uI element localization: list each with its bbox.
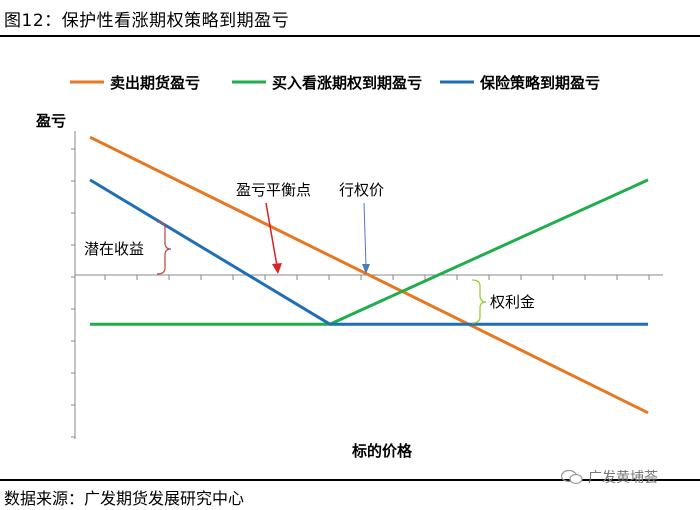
series-layer <box>89 135 649 415</box>
breakeven-arrow-shaft <box>265 202 278 267</box>
legend-label-long-call: 买入看涨期权到期盈亏 <box>272 74 422 92</box>
series-line-protective-call <box>89 178 648 326</box>
breakeven-label: 盈亏平衡点 <box>236 181 311 199</box>
watermark: 广发黄埔荟 <box>560 467 658 487</box>
breakeven-arrow-head <box>272 263 282 274</box>
legend: 卖出期货盈亏 买入看涨期权到期盈亏 保险策略到期盈亏 <box>70 74 600 92</box>
strike-arrow-head <box>362 264 370 274</box>
chart: 卖出期货盈亏 买入看涨期权到期盈亏 保险策略到期盈亏 盈亏 标的价格 盈亏平衡点… <box>35 74 663 460</box>
premium-annotation: 权利金 <box>471 279 535 324</box>
series-line-sell-futures <box>89 135 649 415</box>
series-line-long-call <box>90 178 649 326</box>
latent-gain-annotation: 潜在收益 <box>84 221 172 275</box>
legend-label-sell-futures: 卖出期货盈亏 <box>110 74 200 92</box>
top-rule <box>0 35 700 37</box>
y-axis-title: 盈亏 <box>35 112 66 130</box>
source-note: 数据来源：广发期货发展研究中心 <box>4 489 245 508</box>
legend-label-protective: 保险策略到期盈亏 <box>479 74 600 92</box>
x-axis-ticks <box>104 275 650 280</box>
breakeven-annotation: 盈亏平衡点 <box>236 181 311 274</box>
watermark-text: 广发黄埔荟 <box>588 470 658 486</box>
strike-label: 行权价 <box>339 181 384 199</box>
wechat-icon <box>560 469 583 485</box>
premium-brace <box>471 279 487 324</box>
figure-title: 图12：保护性看涨期权策略到期盈亏 <box>4 11 290 31</box>
strike-arrow-shaft <box>363 202 367 267</box>
strike-annotation: 行权价 <box>339 181 384 274</box>
latent-gain-label: 潜在收益 <box>84 240 144 258</box>
y-axis-ticks <box>71 148 75 438</box>
bottom-rule <box>0 479 700 481</box>
premium-label: 权利金 <box>490 293 535 311</box>
x-axis-title: 标的价格 <box>351 442 413 460</box>
latent-gain-brace <box>156 221 172 275</box>
